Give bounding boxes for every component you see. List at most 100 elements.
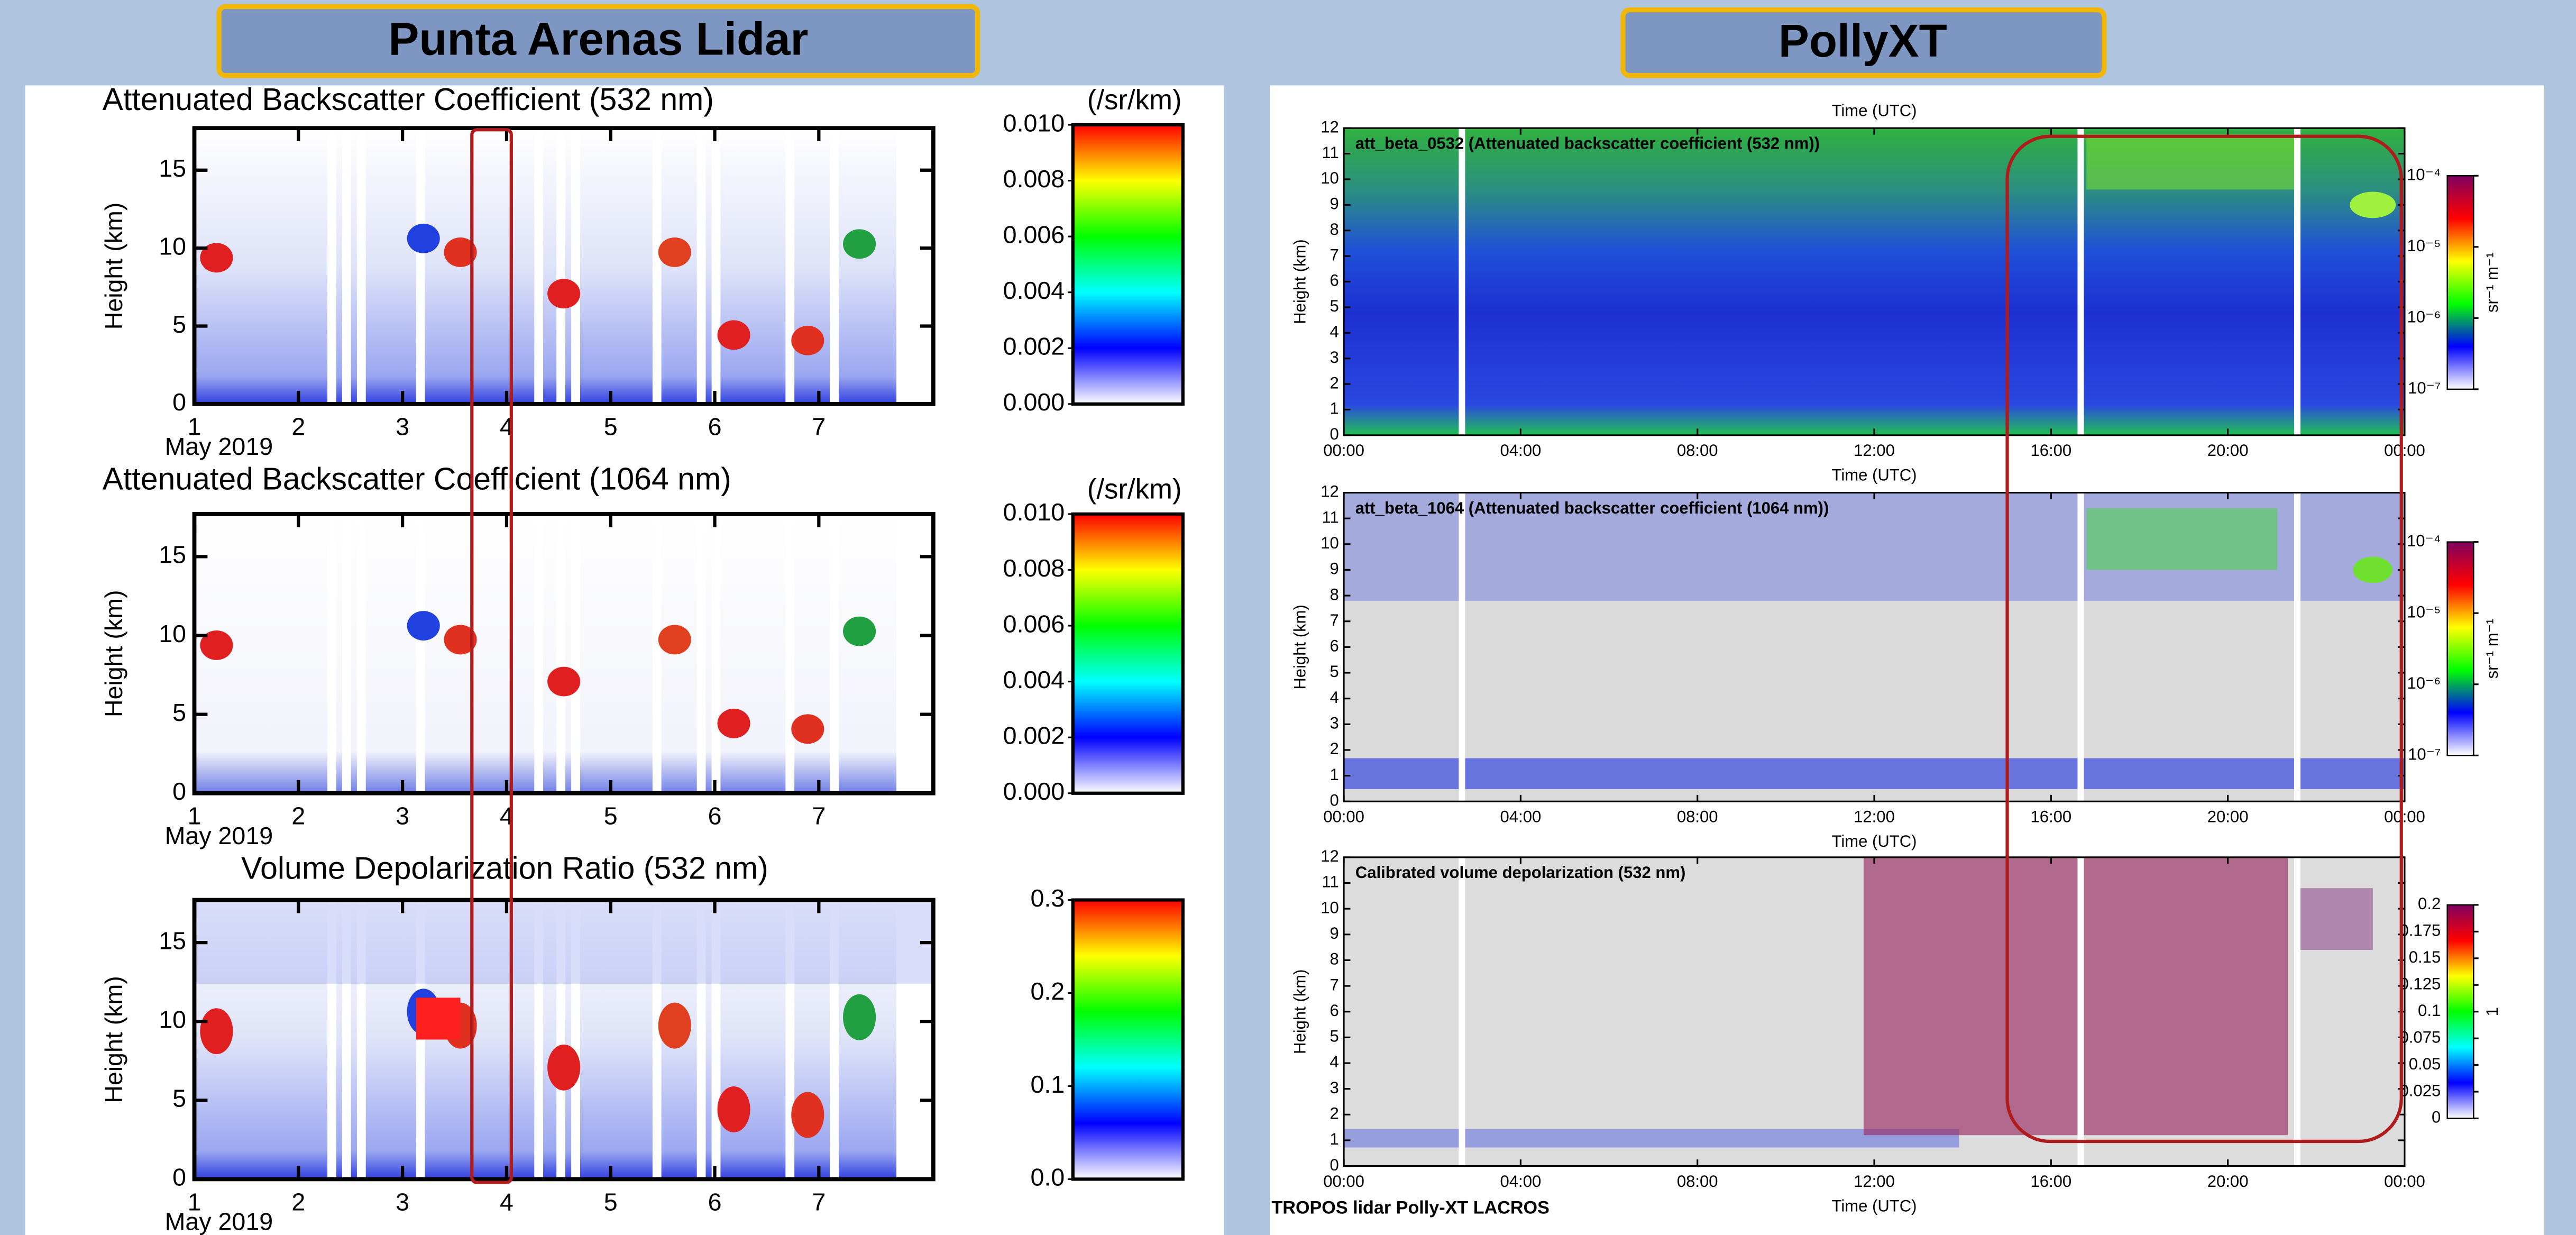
y-tick-label: 0	[172, 388, 186, 416]
x-tick-label: 3	[396, 802, 409, 830]
image-region	[658, 1002, 691, 1049]
y-tick-label: 15	[159, 154, 186, 182]
image-region	[2077, 857, 2084, 1166]
y-tick-label: 7	[1330, 245, 1339, 264]
footer: TROPOS lidar Polly-XT LACROS	[1271, 1197, 1549, 1218]
colorbar-tick-label: 0.0	[1030, 1164, 1065, 1191]
colorbar-tick-label: 0.008	[1003, 165, 1065, 193]
colorbar	[2446, 541, 2474, 756]
x-tick-label: 2	[291, 802, 305, 830]
colorbar-tick-label: 10⁻⁵	[2407, 602, 2441, 621]
y-tick-label: 0	[1330, 791, 1339, 809]
y-tick-label: 5	[172, 310, 186, 338]
image-region	[785, 514, 795, 793]
x-tick-label: 08:00	[1677, 808, 1718, 826]
y-axis-label: Height (km)	[1291, 239, 1309, 324]
image-region	[200, 243, 233, 273]
colorbar	[2446, 175, 2474, 390]
image-region	[652, 128, 662, 404]
image-region	[843, 616, 876, 646]
highlight-box	[470, 128, 513, 1184]
colorbar	[1071, 898, 1185, 1181]
x-tick-label: 20:00	[2207, 1172, 2249, 1191]
y-tick-label: 11	[1322, 143, 1339, 162]
y-tick-label: 5	[172, 1085, 186, 1112]
y-axis-label: Height (km)	[1291, 605, 1309, 689]
y-tick-label: 9	[1330, 924, 1339, 943]
colorbar-label: sr⁻¹ m⁻¹	[2483, 619, 2501, 679]
y-tick-label: 2	[1330, 739, 1339, 758]
colorbar-tick-label: 0.1	[1030, 1071, 1065, 1098]
image-region	[2353, 556, 2393, 583]
y-tick-label: 7	[1330, 611, 1339, 629]
y-tick-label: 0	[172, 1164, 186, 1191]
y-axis-label: Height (km)	[1291, 969, 1309, 1054]
colorbar-tick-label: 10⁻⁷	[2408, 745, 2441, 764]
x-tick-label: 16:00	[2030, 808, 2071, 826]
x-axis-sublabel: May 2019	[165, 433, 273, 460]
plot-title: att_beta_1064 (Attenuated backscatter co…	[1355, 499, 1829, 517]
x-tick-label: 7	[812, 413, 826, 441]
image-region	[416, 514, 425, 793]
plot-image	[194, 128, 933, 404]
y-tick-label: 9	[1330, 560, 1339, 578]
image-region	[791, 714, 824, 744]
x-tick-label: 08:00	[1677, 1172, 1718, 1191]
colorbar-tick-label: 0.3	[1030, 884, 1065, 912]
image-region	[843, 229, 876, 259]
image-region	[342, 514, 351, 793]
image-region	[407, 611, 440, 641]
y-tick-label: 4	[1330, 322, 1339, 341]
image-region	[711, 128, 721, 404]
image-region	[356, 900, 366, 1179]
image-region	[407, 223, 440, 253]
y-tick-label: 7	[1330, 975, 1339, 994]
left-header: Punta Arenas Lidar	[388, 14, 808, 65]
y-tick-label: 3	[1330, 714, 1339, 733]
colorbar	[1071, 123, 1185, 406]
y-tick-label: 12	[1321, 847, 1339, 865]
colorbar-tick-label: 0.004	[1003, 666, 1065, 693]
y-axis-label: Height (km)	[100, 976, 127, 1103]
image-region	[896, 514, 933, 793]
colorbar-label: (/sr/km)	[1087, 84, 1182, 115]
image-region	[717, 708, 750, 738]
x-tick-label: 6	[708, 413, 722, 441]
y-tick-label: 11	[1322, 508, 1339, 526]
x-tick-label: 12:00	[1854, 441, 1895, 460]
image-region	[327, 128, 336, 404]
y-axis-label: Height (km)	[100, 590, 127, 717]
x-tick-label: 00:00	[2384, 1172, 2425, 1191]
y-tick-label: 6	[1330, 637, 1339, 655]
y-tick-label: 6	[1330, 271, 1339, 290]
y-tick-label: 1	[1330, 765, 1339, 784]
x-tick-label: 4	[500, 1188, 514, 1215]
colorbar-tick-label: 0.05	[2409, 1055, 2441, 1073]
image-region	[2086, 134, 2299, 190]
image-region	[2086, 508, 2278, 570]
image-region	[200, 1008, 233, 1055]
plot-image	[1344, 492, 2405, 802]
y-tick-label: 12	[1321, 117, 1339, 136]
image-region	[2294, 128, 2301, 435]
colorbar-tick-label: 0.002	[1003, 721, 1065, 749]
x-tick-label: 00:00	[1323, 808, 1364, 826]
image-region	[194, 900, 933, 984]
colorbar-tick-label: 0.175	[2400, 921, 2441, 940]
image-region	[1459, 128, 1465, 435]
x-tick-label: 04:00	[1500, 1172, 1542, 1191]
x-tick-label: 5	[604, 413, 618, 441]
image-region	[696, 900, 706, 1179]
y-tick-label: 8	[1330, 585, 1339, 603]
x-tick-label: 1	[188, 1188, 201, 1215]
image-region	[791, 325, 824, 355]
plot-frame	[192, 126, 936, 406]
colorbar-tick-label: 0.075	[2400, 1028, 2441, 1046]
y-tick-label: 10	[1321, 169, 1339, 187]
image-region	[547, 279, 581, 309]
x-tick-label: 6	[708, 802, 722, 830]
image-region	[571, 514, 580, 793]
y-tick-label: 3	[1330, 348, 1339, 367]
